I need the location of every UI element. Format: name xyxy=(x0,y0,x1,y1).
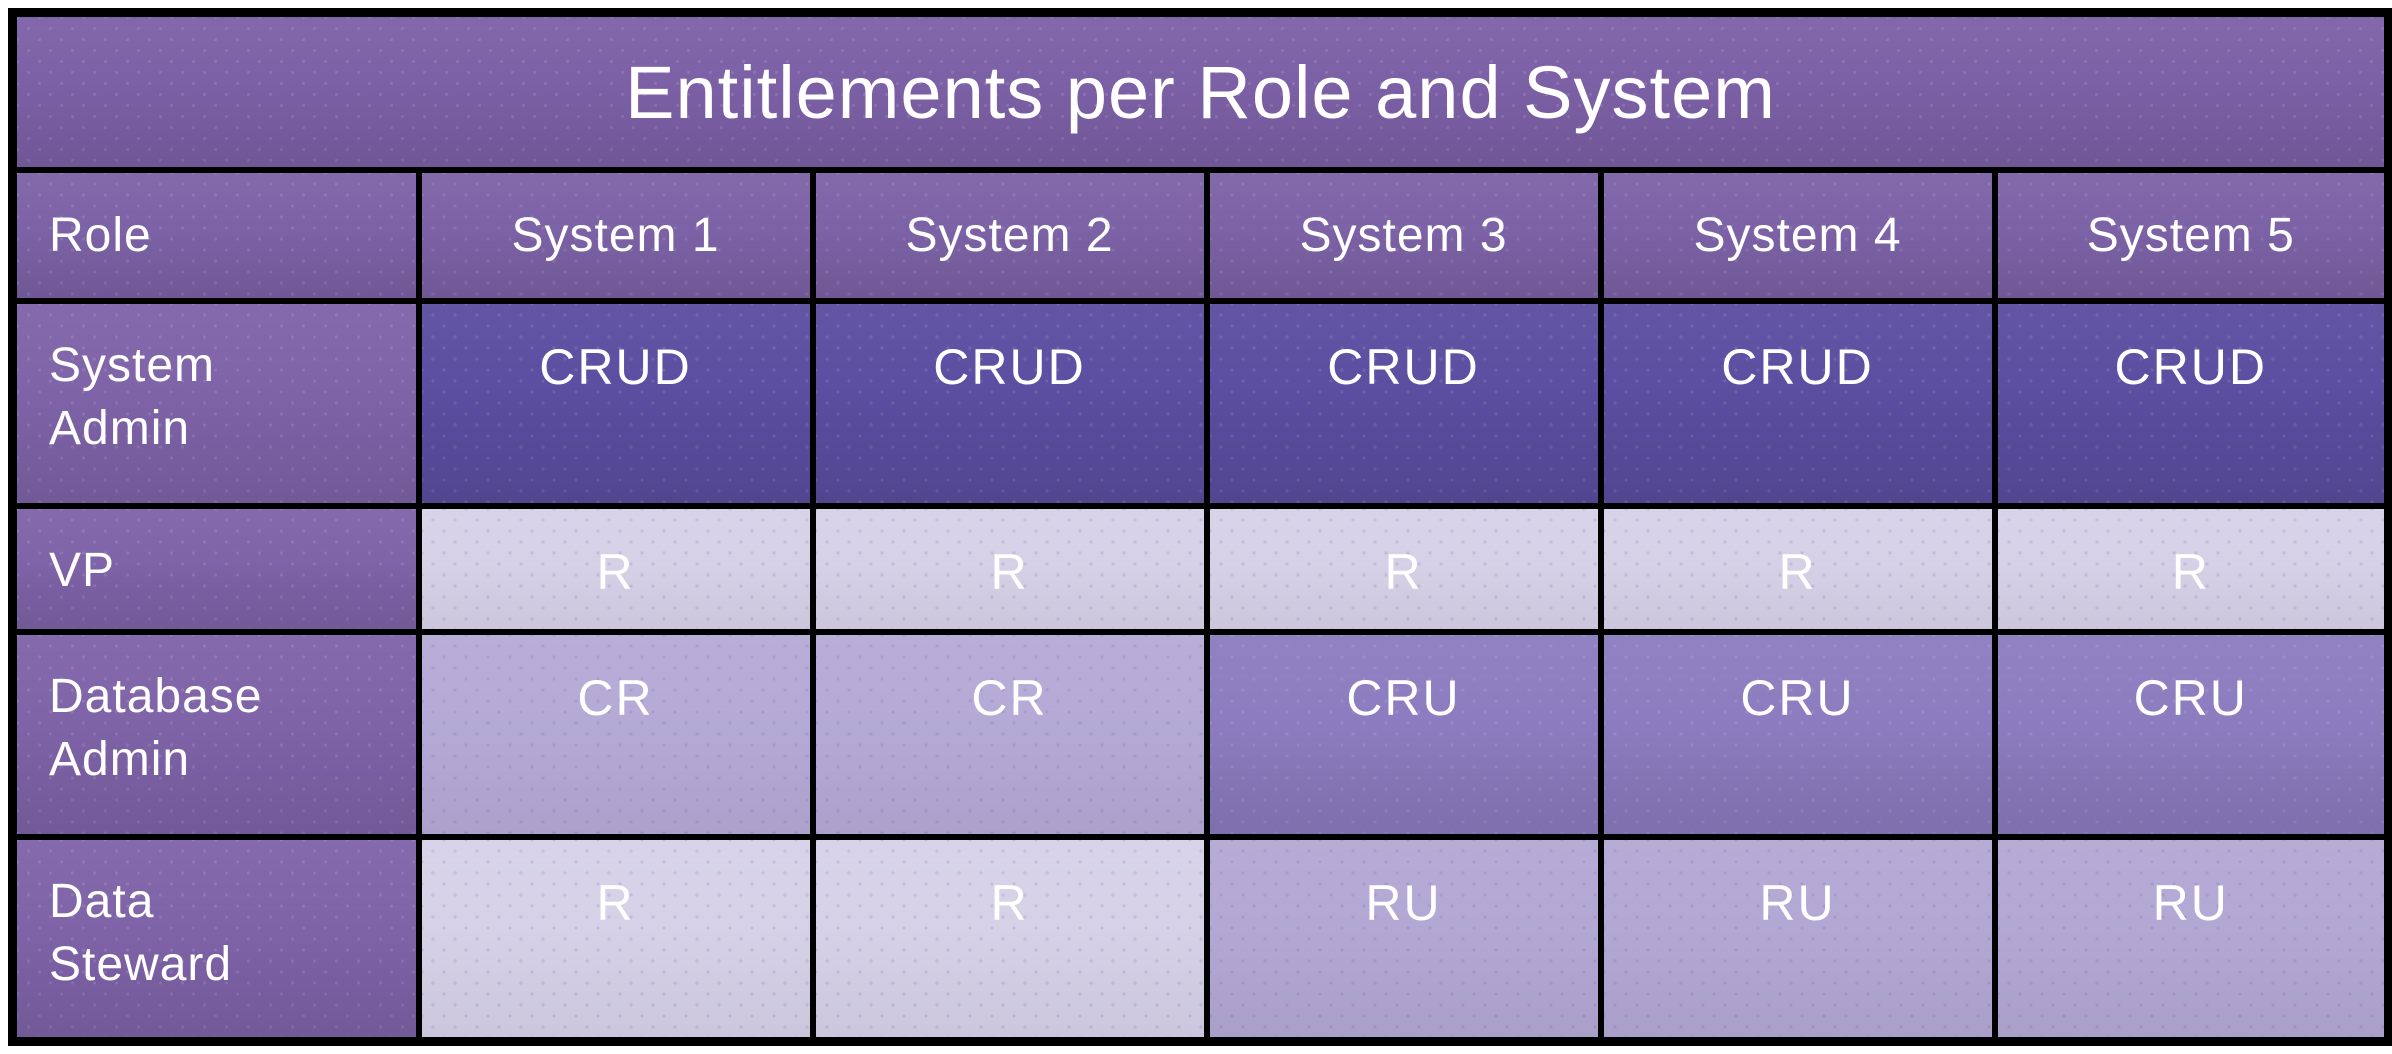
entitlement-cell: R xyxy=(809,502,1210,635)
entitlement-cell: CRUD xyxy=(1597,297,1998,509)
header-row: Role System 1 System 2 System 3 System 4… xyxy=(9,167,2392,304)
column-header-system-4: System 4 xyxy=(1597,167,1998,304)
entitlements-table: Entitlements per Role and System Role Sy… xyxy=(8,8,2392,1046)
entitlement-cell: CRUD xyxy=(1991,297,2392,509)
entitlement-cell: RU xyxy=(1597,833,1998,1045)
entitlement-cell: CRU xyxy=(1991,628,2392,840)
entitlement-cell: R xyxy=(1203,502,1604,635)
entitlement-cell: RU xyxy=(1203,833,1604,1045)
entitlement-cell: CRU xyxy=(1203,628,1604,840)
column-header-system-3: System 3 xyxy=(1203,167,1604,304)
row-header-database-admin: Database Admin xyxy=(9,628,422,840)
row-header-system-admin: System Admin xyxy=(9,297,422,509)
column-header-role: Role xyxy=(9,167,422,304)
entitlement-cell: RU xyxy=(1991,833,2392,1045)
entitlement-cell: CRU xyxy=(1597,628,1998,840)
entitlement-cell: CRUD xyxy=(809,297,1210,509)
title-row: Entitlements per Role and System xyxy=(9,9,2392,174)
row-data-steward: Data Steward R R RU RU RU xyxy=(9,833,2392,1045)
row-header-data-steward: Data Steward xyxy=(9,833,422,1045)
column-header-system-5: System 5 xyxy=(1991,167,2392,304)
entitlement-cell: R xyxy=(1991,502,2392,635)
row-system-admin: System Admin CRUD CRUD CRUD CRUD CRUD xyxy=(9,297,2392,509)
row-header-vp: VP xyxy=(9,502,422,635)
row-database-admin: Database Admin CR CR CRU CRU CRU xyxy=(9,628,2392,840)
entitlement-cell: CRUD xyxy=(415,297,816,509)
table-title: Entitlements per Role and System xyxy=(9,9,2392,174)
entitlement-cell: R xyxy=(809,833,1210,1045)
entitlement-cell: CR xyxy=(809,628,1210,840)
entitlement-cell: CR xyxy=(415,628,816,840)
entitlement-cell: CRUD xyxy=(1203,297,1604,509)
column-header-system-1: System 1 xyxy=(415,167,816,304)
entitlement-cell: R xyxy=(415,833,816,1045)
entitlement-cell: R xyxy=(415,502,816,635)
row-vp: VP R R R R R xyxy=(9,502,2392,635)
column-header-system-2: System 2 xyxy=(809,167,1210,304)
entitlement-cell: R xyxy=(1597,502,1998,635)
